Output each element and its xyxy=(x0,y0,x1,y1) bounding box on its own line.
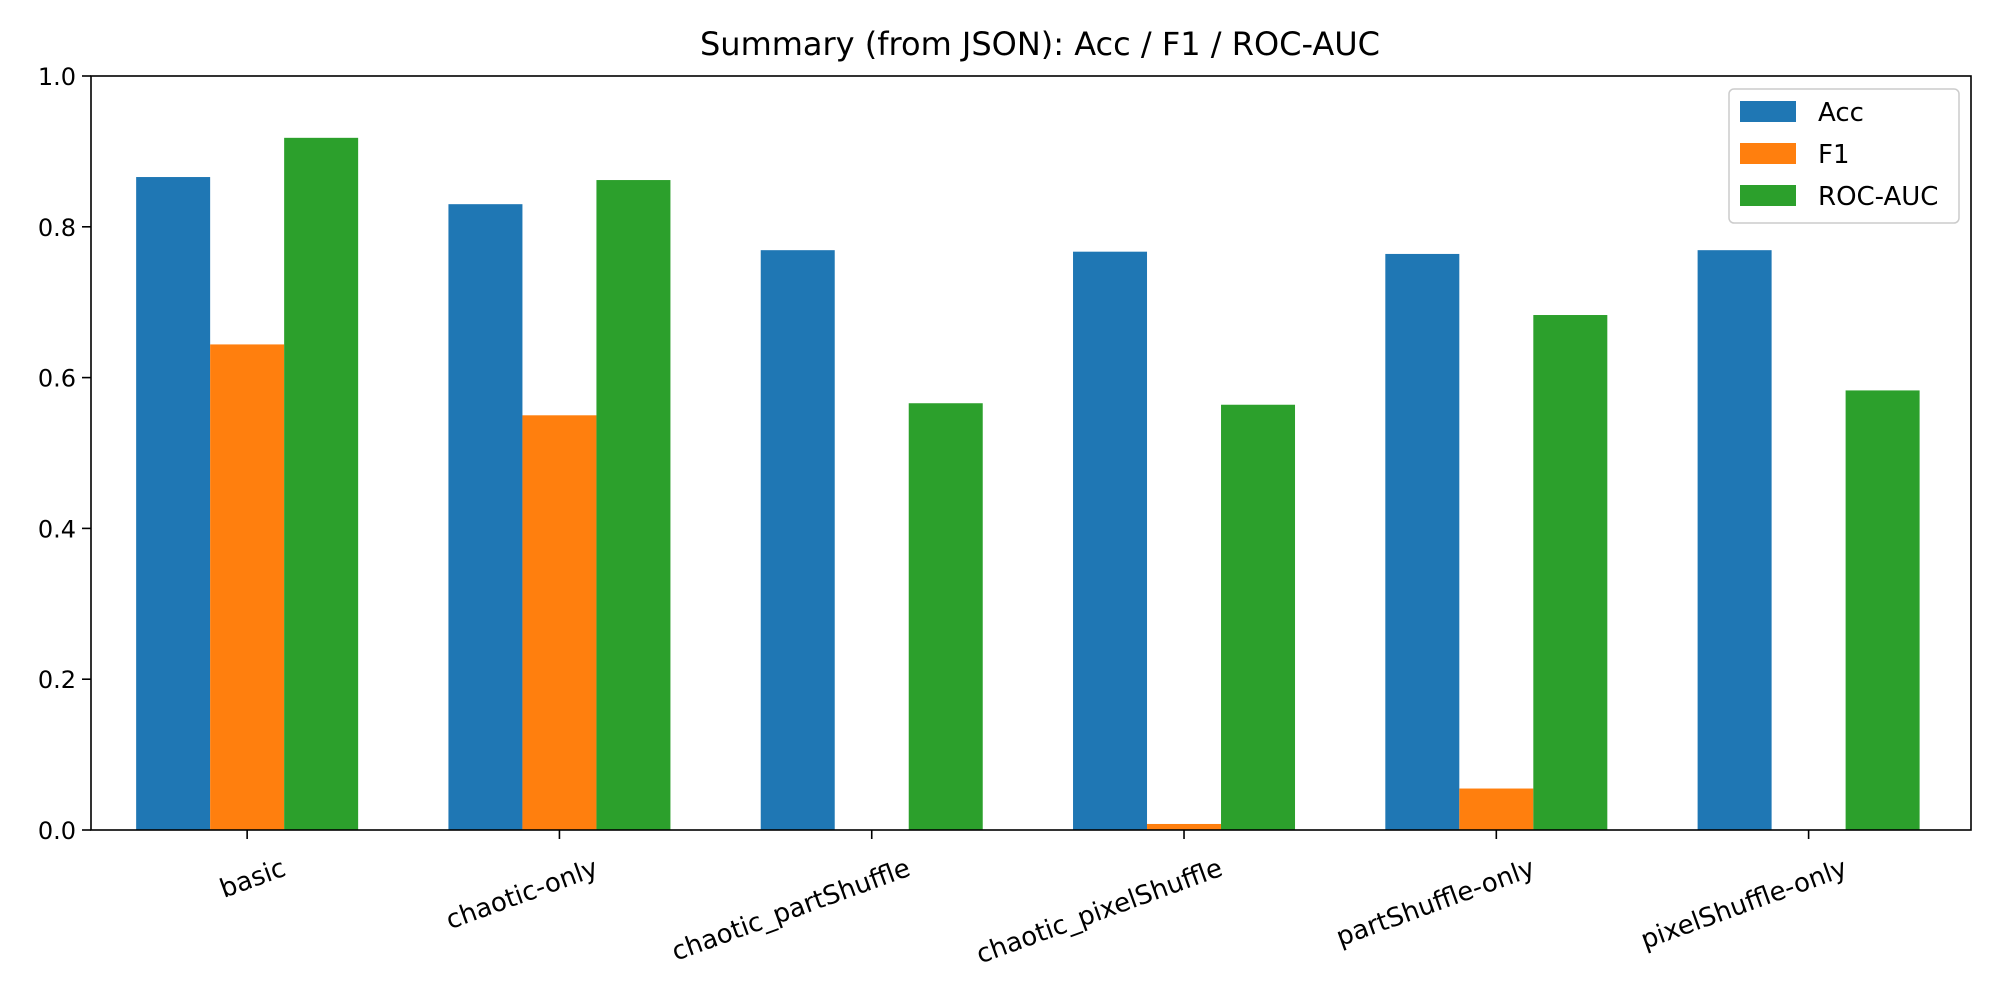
legend-label: F1 xyxy=(1818,140,1850,170)
y-tick-label: 0.0 xyxy=(38,817,76,845)
bar-roc-auc xyxy=(1221,404,1296,830)
bar-roc-auc xyxy=(908,403,983,830)
y-axis: 0.0 0.2 0.4 0.6 0.8 1.0 xyxy=(38,63,91,845)
legend: Acc F1 ROC-AUC xyxy=(1728,88,1960,224)
chart-title: Summary (from JSON): Acc / F1 / ROC-AUC xyxy=(700,25,1380,63)
bar-f1 xyxy=(210,344,285,830)
bar-acc xyxy=(760,250,835,830)
bar-roc-auc xyxy=(1533,315,1608,830)
bars-group xyxy=(136,137,1920,831)
bar-roc-auc xyxy=(284,137,359,830)
plot-frame xyxy=(90,75,1972,831)
bar-acc xyxy=(136,177,211,830)
legend-items: Acc F1 ROC-AUC xyxy=(1740,98,1938,212)
bar-roc-auc xyxy=(1845,390,1920,830)
bar-acc xyxy=(448,204,523,830)
bar-f1 xyxy=(1459,788,1534,830)
bar-acc xyxy=(1385,253,1460,831)
legend-label: ROC-AUC xyxy=(1818,182,1938,212)
legend-swatch xyxy=(1740,101,1796,122)
bar-roc-auc xyxy=(596,180,671,830)
y-tick-label: 0.6 xyxy=(38,365,76,393)
y-tick-label: 0.4 xyxy=(38,515,76,543)
legend-label: Acc xyxy=(1818,98,1864,128)
bar-acc xyxy=(1073,251,1148,830)
y-tick-label: 0.2 xyxy=(38,666,76,694)
bar-f1 xyxy=(522,415,597,830)
y-tick-label: 1.0 xyxy=(38,63,76,91)
bar-f1 xyxy=(1147,823,1222,830)
legend-swatch xyxy=(1740,185,1796,206)
legend-swatch xyxy=(1740,143,1796,164)
bar-acc xyxy=(1697,250,1772,830)
y-tick-label: 0.8 xyxy=(38,214,76,242)
